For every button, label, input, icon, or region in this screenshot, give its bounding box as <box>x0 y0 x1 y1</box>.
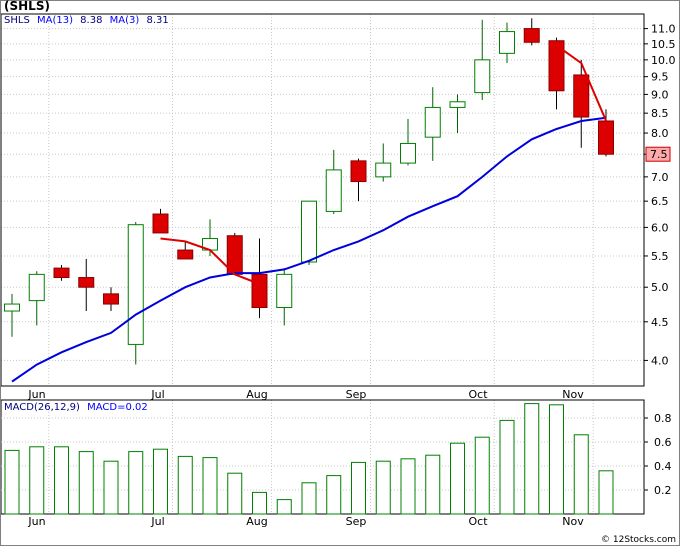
chart-title: (SHLS) <box>4 0 50 13</box>
macd-params-label: MACD(26,12,9) <box>4 402 80 413</box>
macd-bar <box>351 461 366 515</box>
macd-x-tick-label: Nov <box>562 515 584 528</box>
macd-bar <box>450 442 465 515</box>
macd-x-tick-label: Sep <box>346 515 367 528</box>
candle-down <box>548 40 565 92</box>
price-x-tick-label: Jul <box>150 388 164 401</box>
price-tick-label: 11.0 <box>651 23 676 36</box>
macd-bar <box>400 458 416 515</box>
candle-down <box>350 160 367 183</box>
macd-bar <box>227 472 243 515</box>
candle-down <box>177 249 194 260</box>
candle-up <box>127 224 144 345</box>
candle-down <box>573 74 590 118</box>
price-x-tick-label: Oct <box>468 388 488 401</box>
candle-up <box>499 31 515 54</box>
macd-bar <box>276 499 292 515</box>
candle-up <box>400 142 416 164</box>
macd-bar <box>425 454 441 515</box>
price-tick-label: 10.5 <box>651 38 676 51</box>
macd-tick-label: 0.8 <box>654 412 672 425</box>
macd-bar <box>78 451 94 515</box>
legend-symbol: SHLS <box>4 15 30 26</box>
price-tick-label: 5.0 <box>651 281 669 294</box>
price-x-tick-label: Nov <box>562 388 584 401</box>
candle-down <box>53 267 70 279</box>
macd-x-tick-label: Oct <box>468 515 488 528</box>
last-price-box <box>645 146 671 162</box>
price-panel-frame <box>0 13 645 387</box>
price-tick-label: 6.5 <box>651 195 669 208</box>
macd-bar <box>524 403 540 515</box>
macd-bar <box>103 460 119 515</box>
candle-up <box>28 273 45 302</box>
price-tick-label: 9.5 <box>651 71 669 84</box>
macd-tick-label: 0.4 <box>654 460 672 473</box>
price-tick-label: 4.5 <box>651 316 669 329</box>
candle-up <box>276 273 293 309</box>
macd-legend: MACD(26,12,9) MACD=0.02 <box>4 402 152 413</box>
candle-down <box>598 120 614 155</box>
macd-bar <box>29 446 45 515</box>
macd-bar <box>598 470 614 515</box>
ma3-line <box>555 44 607 121</box>
candle-down <box>152 213 169 234</box>
candle-down <box>523 28 540 43</box>
macd-bar <box>573 434 589 515</box>
legend-ma3-label: MA(3) <box>109 15 140 26</box>
price-tick-label: 5.5 <box>651 250 669 263</box>
macd-panel-frame <box>0 399 645 515</box>
macd-bar <box>375 460 391 515</box>
ma13-line <box>11 116 607 383</box>
macd-value-label: MACD=0.02 <box>87 402 148 413</box>
ma3-line <box>160 237 260 285</box>
macd-bar <box>177 455 193 515</box>
footer-credit: © 12Stocks.com <box>601 535 676 545</box>
candle-up <box>325 169 342 212</box>
macd-bar <box>54 446 69 515</box>
price-x-tick-label: Jun <box>27 388 45 401</box>
price-tick-label: 8.0 <box>651 127 669 140</box>
macd-bar <box>474 436 490 515</box>
macd-bar <box>301 482 317 515</box>
macd-bar <box>128 451 144 515</box>
macd-bar <box>326 475 342 515</box>
candle-up <box>301 200 317 263</box>
candle-down <box>78 277 95 288</box>
price-tick-label: 9.0 <box>651 88 669 101</box>
macd-bar <box>4 449 20 515</box>
legend-ma13-label: MA(13) <box>36 15 73 26</box>
macd-bar <box>549 404 564 515</box>
candle-down <box>103 293 119 305</box>
macd-bar <box>202 457 218 515</box>
candle-up <box>4 303 20 312</box>
macd-x-tick-label: Jul <box>150 515 164 528</box>
price-tick-label: 7.0 <box>651 171 669 184</box>
candle-up <box>375 162 392 178</box>
macd-tick-label: 0.6 <box>654 436 672 449</box>
macd-bar <box>252 491 267 515</box>
price-tick-label: 10.0 <box>651 54 676 67</box>
price-legend: SHLS MA(13) 8.38 MA(3) 8.31 <box>4 15 173 26</box>
legend-ma3-value: 8.31 <box>146 15 169 26</box>
price-tick-label: 8.5 <box>651 107 669 120</box>
macd-bar <box>499 419 515 515</box>
price-tick-label: 4.0 <box>651 354 669 367</box>
macd-x-tick-label: Aug <box>246 515 267 528</box>
price-x-tick-label: Sep <box>346 388 367 401</box>
last-price-label: 7.5 <box>650 148 668 161</box>
macd-bar <box>153 448 168 515</box>
candle-down <box>251 273 268 309</box>
macd-tick-label: 0.2 <box>654 484 672 497</box>
candle-up <box>449 101 466 108</box>
price-tick-label: 6.0 <box>651 221 669 234</box>
legend-ma13-value: 8.38 <box>80 15 103 26</box>
candle-up <box>474 59 491 94</box>
macd-x-tick-label: Jun <box>27 515 45 528</box>
candle-up <box>424 106 441 138</box>
price-x-tick-label: Aug <box>246 388 267 401</box>
